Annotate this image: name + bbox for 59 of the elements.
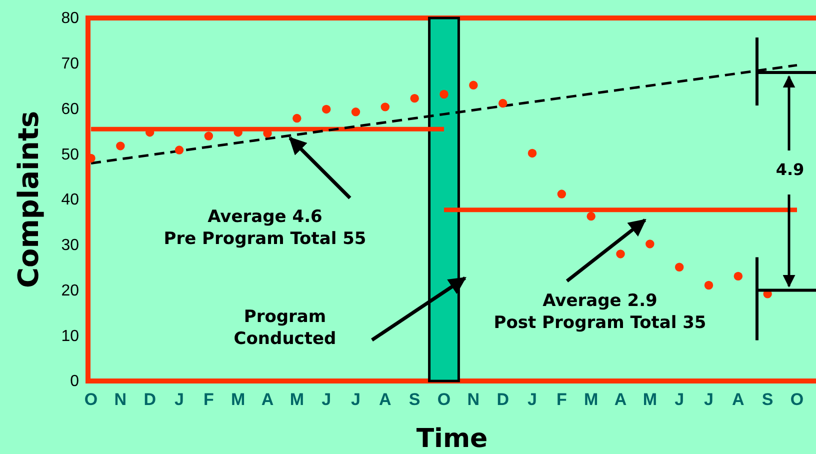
x-tick-label: J bbox=[174, 390, 184, 409]
point bbox=[734, 272, 743, 281]
y-tick-label: 10 bbox=[61, 328, 80, 345]
x-tick-label: S bbox=[762, 390, 774, 409]
point bbox=[292, 114, 302, 123]
point bbox=[116, 142, 125, 150]
point bbox=[557, 190, 566, 198]
x-tick-label: A bbox=[379, 390, 392, 409]
x-tick-label: O bbox=[437, 390, 451, 409]
point bbox=[646, 240, 654, 248]
y-axis-title: Complaints bbox=[12, 110, 45, 288]
x-tick-label: F bbox=[556, 390, 567, 409]
y-tick-label: 80 bbox=[61, 10, 80, 28]
point bbox=[380, 102, 390, 112]
point bbox=[704, 280, 714, 290]
x-tick-label: M bbox=[230, 390, 246, 409]
x-tick-label: J bbox=[528, 390, 537, 409]
point bbox=[410, 94, 419, 103]
point bbox=[322, 104, 331, 114]
x-tick-label: M bbox=[642, 390, 658, 409]
point bbox=[204, 132, 214, 140]
x-tick-label: A bbox=[614, 390, 627, 409]
x-tick-label: O bbox=[84, 390, 98, 409]
annotation: Average 2.9 Post Program Total 35 bbox=[494, 291, 706, 334]
annotation: Program Conducted bbox=[234, 307, 336, 350]
x-tick-label: F bbox=[203, 390, 214, 409]
point bbox=[351, 108, 360, 116]
x-axis-title: Time bbox=[416, 424, 488, 454]
y-tick-label: 40 bbox=[61, 192, 80, 209]
x-tick-label: M bbox=[584, 390, 598, 409]
point bbox=[440, 90, 448, 99]
annotation: 4.9 bbox=[776, 160, 804, 179]
y-tick-label: 20 bbox=[61, 282, 80, 300]
x-tick-label: J bbox=[674, 390, 684, 409]
x-tick-label: A bbox=[261, 390, 274, 409]
x-tick-label: J bbox=[704, 390, 714, 409]
x-tick-label: N bbox=[467, 390, 480, 409]
y-tick-label: 30 bbox=[61, 236, 80, 254]
y-tick-label: 50 bbox=[61, 146, 80, 164]
y-tick-label: 70 bbox=[61, 55, 80, 72]
x-tick-label: S bbox=[408, 390, 420, 409]
x-tick-label: D bbox=[144, 390, 156, 409]
y-tick-label: 60 bbox=[61, 100, 80, 118]
x-tick-label: D bbox=[496, 390, 509, 409]
point bbox=[674, 262, 684, 272]
annotation: Average 4.6 Pre Program Total 55 bbox=[164, 207, 366, 250]
point bbox=[174, 146, 184, 154]
x-tick-label: N bbox=[114, 390, 127, 409]
x-tick-label: O bbox=[790, 390, 804, 409]
point bbox=[469, 80, 478, 90]
point bbox=[528, 148, 537, 158]
point bbox=[498, 98, 508, 108]
x-tick-label: J bbox=[351, 390, 360, 409]
x-tick-label: J bbox=[322, 390, 332, 409]
y-tick-label: 0 bbox=[70, 373, 80, 390]
point bbox=[616, 250, 625, 258]
x-tick-label: M bbox=[290, 390, 304, 409]
point bbox=[586, 212, 596, 221]
x-tick-label: A bbox=[732, 390, 744, 409]
